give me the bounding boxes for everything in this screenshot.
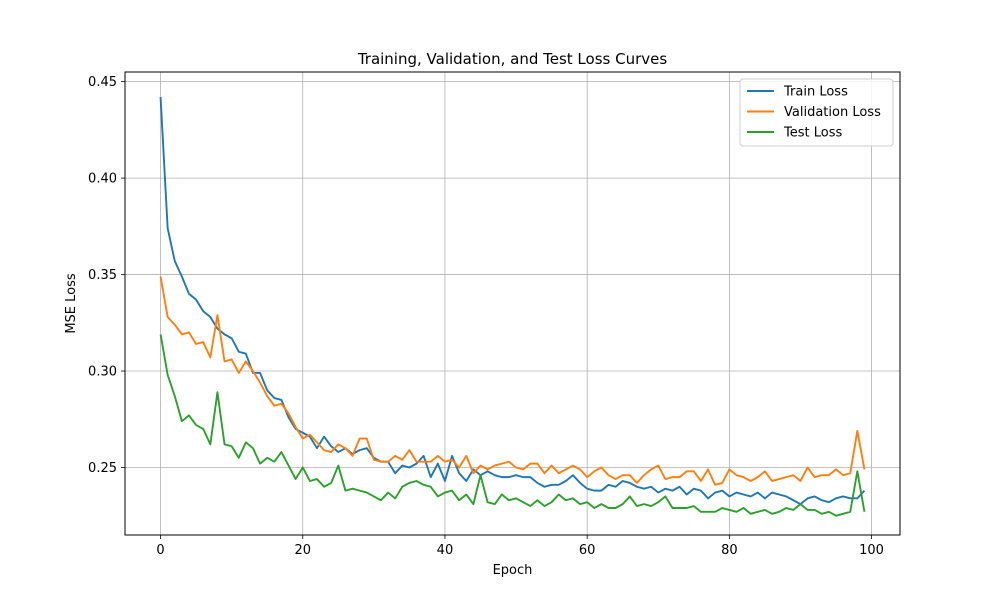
legend-label: Train Loss: [783, 85, 848, 100]
series-line-1: [159, 276, 866, 486]
x-tick-label: 80: [721, 543, 738, 558]
x-tick-label: 0: [156, 543, 164, 558]
series-line-2: [159, 334, 866, 517]
axis-ticks: 0 20 40 60 80 100 0.25 0.30 0.35 0.40 0.45: [88, 75, 884, 558]
legend-label: Test Loss: [783, 126, 842, 141]
legend-box: [739, 78, 894, 147]
chart-title: Training, Validation, and Test Loss Curv…: [357, 50, 668, 68]
x-tick-label: 100: [859, 543, 884, 558]
plot-frame: [124, 71, 901, 536]
x-axis-label: Epoch: [493, 563, 533, 578]
y-axis-label: MSE Loss: [64, 273, 79, 334]
x-tick-label: 40: [437, 543, 454, 558]
y-tick-label: 0.30: [88, 365, 117, 380]
series-line-0: [159, 97, 866, 506]
series-lines: [159, 97, 866, 517]
y-tick-label: 0.25: [88, 461, 117, 476]
x-tick-label: 20: [294, 543, 311, 558]
y-tick-label: 0.35: [88, 268, 117, 283]
legend: Train Loss Validation Loss Test Loss: [739, 78, 894, 147]
x-tick-label: 60: [579, 543, 596, 558]
y-tick-label: 0.45: [88, 75, 117, 90]
y-tick-label: 0.40: [88, 172, 117, 187]
legend-label: Validation Loss: [784, 105, 881, 120]
